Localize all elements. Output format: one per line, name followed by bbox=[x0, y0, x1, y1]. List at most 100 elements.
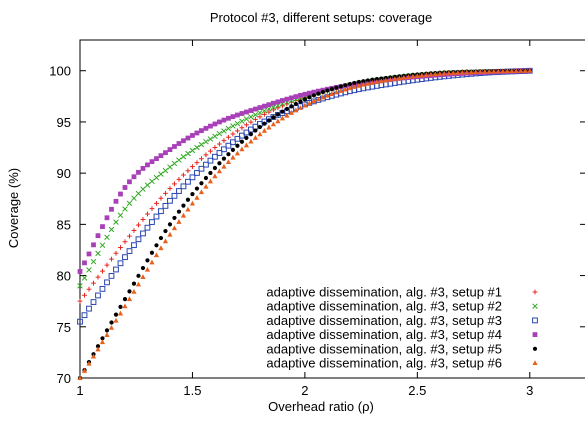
data-point bbox=[419, 72, 425, 78]
data-point bbox=[275, 118, 281, 124]
data-point bbox=[77, 298, 83, 304]
data-point bbox=[180, 183, 187, 190]
data-point bbox=[329, 86, 334, 92]
data-point bbox=[225, 142, 232, 149]
data-point bbox=[338, 88, 344, 93]
legend-label: adaptive dissemination, alg. #3, setup #… bbox=[266, 341, 502, 356]
x-tick-label: 1 bbox=[76, 383, 83, 398]
data-point bbox=[86, 305, 92, 312]
data-point bbox=[311, 98, 317, 104]
data-point bbox=[131, 228, 137, 233]
legend-marker bbox=[532, 346, 538, 351]
data-point bbox=[230, 139, 236, 146]
data-point bbox=[203, 183, 209, 189]
data-point bbox=[495, 68, 501, 74]
data-point bbox=[477, 69, 483, 74]
data-point bbox=[464, 69, 470, 75]
data-point bbox=[365, 80, 371, 86]
data-point bbox=[361, 79, 366, 84]
data-point bbox=[207, 178, 214, 184]
data-point bbox=[149, 206, 155, 212]
data-point bbox=[275, 112, 281, 117]
data-point bbox=[118, 191, 123, 197]
data-point bbox=[113, 312, 119, 317]
data-point bbox=[212, 133, 218, 140]
data-point bbox=[248, 108, 254, 113]
data-point bbox=[392, 76, 398, 81]
data-point bbox=[194, 186, 200, 191]
data-point bbox=[468, 69, 474, 75]
data-point bbox=[522, 68, 528, 73]
data-point bbox=[158, 153, 164, 159]
data-point bbox=[369, 79, 375, 85]
data-point bbox=[244, 135, 249, 140]
data-point bbox=[374, 79, 380, 84]
data-point bbox=[225, 125, 232, 132]
data-point bbox=[352, 80, 357, 86]
legend-item: adaptive dissemination, alg. #3, setup #… bbox=[266, 299, 538, 314]
data-point bbox=[271, 115, 276, 120]
data-point bbox=[234, 135, 241, 142]
data-point bbox=[437, 71, 443, 76]
data-point bbox=[289, 104, 294, 109]
data-point bbox=[176, 188, 182, 194]
data-point bbox=[217, 119, 222, 125]
data-point bbox=[99, 285, 106, 292]
data-point bbox=[149, 250, 155, 255]
data-point bbox=[122, 254, 128, 261]
data-point bbox=[257, 114, 263, 120]
data-point bbox=[82, 260, 87, 266]
data-point bbox=[131, 281, 137, 286]
data-point bbox=[77, 269, 83, 274]
data-point bbox=[144, 224, 151, 231]
data-point bbox=[297, 105, 303, 110]
data-point bbox=[203, 152, 209, 158]
data-point bbox=[104, 215, 110, 221]
data-point bbox=[243, 129, 250, 136]
data-point bbox=[216, 150, 223, 156]
data-point bbox=[181, 172, 186, 178]
data-point bbox=[243, 116, 250, 122]
y-tick-label: 75 bbox=[57, 320, 71, 335]
data-point bbox=[410, 73, 416, 79]
data-point bbox=[248, 132, 254, 137]
data-point bbox=[253, 106, 258, 112]
data-point bbox=[122, 185, 128, 190]
x-tick-label: 2 bbox=[301, 383, 308, 398]
data-point bbox=[122, 206, 128, 212]
data-point bbox=[140, 274, 146, 279]
data-point bbox=[117, 310, 124, 316]
data-point bbox=[77, 375, 83, 380]
data-point bbox=[172, 215, 177, 221]
data-point bbox=[108, 272, 115, 279]
data-point bbox=[248, 114, 254, 120]
data-point bbox=[180, 153, 187, 160]
data-point bbox=[239, 125, 245, 131]
data-point bbox=[127, 179, 132, 185]
data-point bbox=[509, 68, 515, 74]
data-point bbox=[513, 68, 519, 74]
legend-marker bbox=[532, 289, 538, 295]
data-point bbox=[81, 312, 88, 319]
data-point bbox=[234, 150, 241, 156]
data-point bbox=[239, 132, 245, 139]
data-point bbox=[109, 206, 114, 212]
data-point bbox=[108, 325, 115, 330]
data-point bbox=[414, 73, 420, 78]
data-point bbox=[194, 160, 200, 166]
data-point bbox=[167, 147, 173, 152]
data-point bbox=[113, 266, 119, 273]
data-point bbox=[401, 74, 407, 80]
data-point bbox=[126, 200, 133, 207]
data-point bbox=[253, 128, 258, 133]
data-point bbox=[162, 167, 169, 174]
data-point bbox=[257, 131, 263, 137]
data-point bbox=[176, 176, 182, 182]
data-point bbox=[144, 182, 151, 188]
data-point bbox=[104, 262, 110, 268]
data-point bbox=[86, 251, 92, 257]
data-point bbox=[172, 181, 177, 187]
data-point bbox=[158, 245, 164, 251]
data-point bbox=[243, 142, 250, 148]
data-point bbox=[145, 162, 150, 168]
